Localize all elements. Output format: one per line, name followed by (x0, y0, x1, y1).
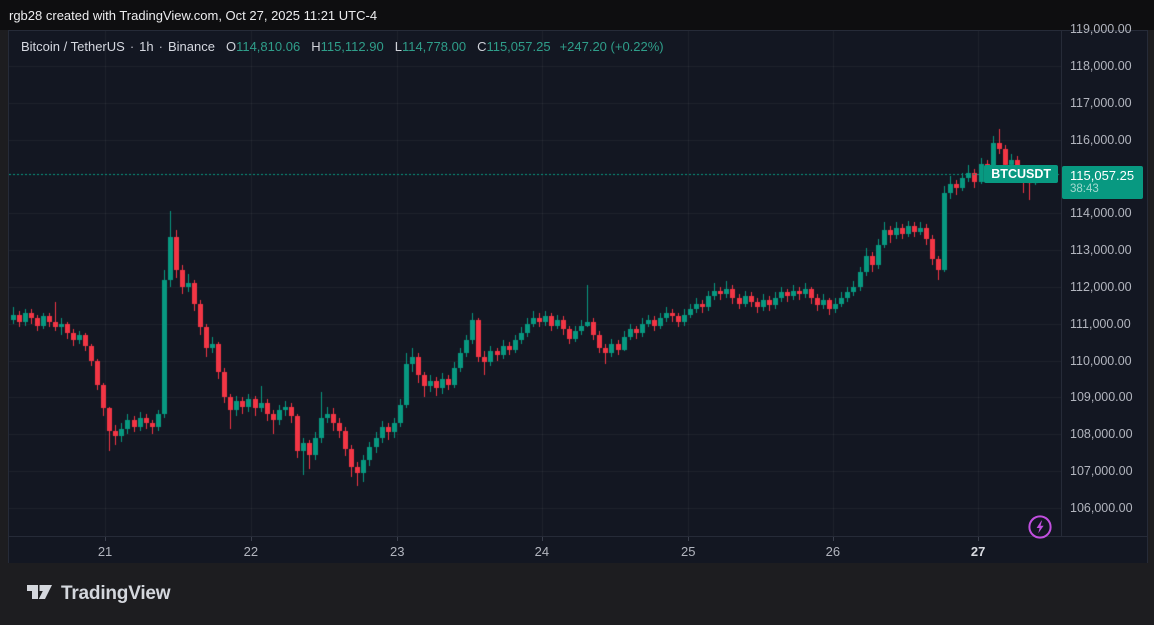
price-axis-label: 106,000.00 (1070, 500, 1133, 515)
tradingview-mark-icon (26, 581, 53, 607)
time-axis-tick (251, 537, 252, 541)
price-axis-label: 110,000.00 (1070, 353, 1132, 368)
tradingview-wordmark: TradingView (61, 583, 171, 604)
price-axis-label: 116,000.00 (1070, 132, 1132, 147)
brand-bar: TradingView (0, 563, 1154, 625)
price-axis-label: 109,000.00 (1070, 390, 1133, 405)
tradingview-logo[interactable]: TradingView (26, 581, 171, 607)
legend-separator: · (158, 38, 163, 54)
time-axis-tick (105, 537, 106, 541)
legend-exchange: Binance (167, 38, 215, 54)
symbol-legend: Bitcoin / TetherUS · 1h · Binance O114,8… (21, 37, 664, 55)
price-axis-label: 118,000.00 (1070, 58, 1132, 73)
time-axis-tick (542, 537, 543, 541)
price-axis-label: 108,000.00 (1070, 427, 1133, 442)
candlestick-canvas[interactable] (9, 31, 1061, 536)
attribution-bar: rgb28 created with TradingView.com, Oct … (0, 0, 1154, 30)
boost-lightning-button[interactable] (1028, 515, 1052, 539)
last-price-tag: 115,057.25 38:43 (1062, 166, 1143, 200)
legend-interval[interactable]: 1h (139, 38, 154, 54)
legend-change: +247.20 (+0.22%) (559, 38, 664, 54)
price-axis-label: 113,000.00 (1070, 243, 1132, 258)
price-axis-label: 107,000.00 (1070, 464, 1133, 479)
price-axis-label: 117,000.00 (1070, 95, 1132, 110)
time-axis-tick (833, 537, 834, 541)
time-axis-label: 26 (825, 544, 841, 559)
attribution-text: rgb28 created with TradingView.com, Oct … (9, 7, 378, 23)
price-axis-label: 112,000.00 (1070, 279, 1132, 294)
legend-close: C115,057.25 (477, 38, 551, 54)
legend-open: O114,810.06 (225, 38, 301, 54)
time-axis-label: 22 (243, 544, 259, 559)
legend-symbol-title[interactable]: Bitcoin / TetherUS (21, 38, 125, 54)
time-axis-label: 27 (970, 544, 986, 559)
time-axis-tick (978, 537, 979, 541)
price-axis[interactable]: 115,057.25 38:43 119,000.00 118,000.00 117… (1061, 22, 1147, 536)
legend-separator: · (129, 38, 135, 54)
time-axis-label: 23 (390, 544, 405, 559)
last-price-value: 115,057.25 (1070, 168, 1135, 184)
time-axis-tick (688, 537, 689, 541)
symbol-price-tag: BTCUSDT (984, 165, 1058, 184)
legend-low: L114,778.00 (394, 38, 467, 54)
chart-panel: Bitcoin / TetherUS · 1h · Binance O114,8… (8, 22, 1148, 565)
price-axis-label: 114,000.00 (1070, 206, 1132, 221)
legend-high: H115,112.90 (311, 38, 384, 54)
time-axis-label: 25 (681, 544, 696, 559)
time-axis[interactable]: 21 22 23 24 25 26 27 (9, 536, 1147, 564)
time-axis-label: 24 (534, 544, 550, 559)
lightning-bolt-icon (1028, 515, 1052, 542)
chart-plot-area[interactable]: Bitcoin / TetherUS · 1h · Binance O114,8… (9, 31, 1061, 536)
symbol-price-tag-label: BTCUSDT (991, 167, 1051, 182)
time-axis-label: 21 (97, 544, 113, 559)
bar-countdown: 38:43 (1070, 183, 1099, 196)
time-axis-tick (397, 537, 398, 541)
price-axis-label: 111,000.00 (1070, 316, 1131, 331)
price-axis-label: 119,000.00 (1070, 22, 1132, 37)
